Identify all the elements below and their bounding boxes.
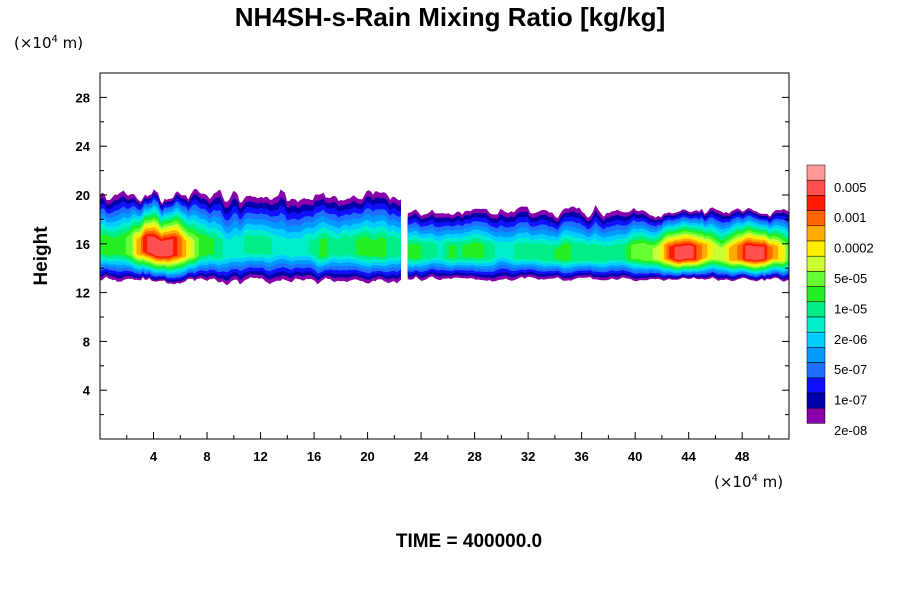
x-tick-label: 44	[681, 449, 696, 464]
x-tick-label: 40	[628, 449, 642, 464]
colorbar-legend: 0.005 0.001 0.0002 5e-05 1e-05 2e-06 5e-07 1e-0…	[806, 164, 874, 438]
contour-level-1	[745, 245, 765, 261]
colorbar-swatch	[806, 362, 826, 379]
contour-level-8	[462, 241, 484, 259]
colorbar-swatch	[806, 286, 826, 303]
contour-level-8	[407, 243, 422, 260]
colorbar-label: 2e-06	[834, 332, 867, 347]
contour-level-8	[554, 243, 572, 261]
cloud-band	[407, 205, 789, 282]
colorbar-swatch	[806, 255, 826, 272]
cloud-band	[100, 188, 401, 286]
y-tick-label: 12	[76, 286, 90, 301]
y-tick-label: 20	[76, 188, 90, 203]
colorbar-label: 1e-05	[834, 301, 867, 316]
y-axis: 4 8 12 16 20 24 28	[76, 72, 789, 416]
colorbar-label: 1e-07	[834, 393, 867, 408]
colorbar-swatch	[806, 271, 826, 287]
colorbar-label: 5e-05	[834, 271, 867, 286]
colorbar-swatch	[806, 392, 826, 409]
x-tick-label: 28	[467, 449, 481, 464]
colorbar-swatch	[806, 407, 826, 424]
colorbar-swatch	[806, 331, 826, 348]
colorbar-swatch	[806, 316, 826, 333]
colorbar-swatch	[806, 179, 826, 196]
contour-level-1	[674, 245, 694, 261]
x-tick-label: 16	[307, 449, 321, 464]
y-tick-label: 16	[76, 237, 90, 252]
contour-level-8	[355, 235, 386, 258]
contour-level-8	[319, 238, 328, 258]
colorbar-swatch	[806, 301, 826, 318]
colorbar-swatch	[806, 164, 826, 181]
y-tick-label: 28	[76, 90, 90, 105]
colorbar-swatch	[806, 377, 826, 394]
colorbar-swatch	[806, 210, 826, 227]
colorbar-swatch	[806, 195, 826, 211]
x-tick-label: 24	[414, 449, 429, 464]
y-axis-unit-label: (×104 m)	[14, 34, 84, 52]
contour-level-1	[147, 236, 174, 257]
page-title: NH4SH-s-Rain Mixing Ratio [kg/kg]	[234, 2, 666, 32]
x-tick-label: 48	[735, 449, 749, 464]
contour-level-8	[448, 245, 457, 259]
x-axis: 4 8 12 16 20 24 28 32 36 40 44 48	[126, 432, 770, 464]
plot-frame	[99, 72, 790, 440]
x-tick-label: 8	[203, 449, 210, 464]
y-tick-label: 8	[83, 334, 90, 349]
contour-level-9	[244, 234, 272, 255]
x-tick-label: 12	[253, 449, 267, 464]
time-label: TIME = 400000.0	[395, 531, 543, 552]
x-tick-label: 36	[574, 449, 588, 464]
y-tick-label: 4	[83, 383, 91, 398]
x-axis-unit-label: (×104 m)	[714, 473, 784, 491]
colorbar-label: 0.005	[834, 180, 867, 195]
plot-area	[99, 72, 790, 440]
colorbar-label: 5e-07	[834, 362, 867, 377]
colorbar-label: 2e-08	[834, 423, 867, 438]
x-tick-label: 4	[150, 449, 158, 464]
x-tick-label: 32	[521, 449, 535, 464]
y-tick-label: 24	[76, 139, 91, 154]
x-tick-label: 20	[360, 449, 374, 464]
colorbar-label: 0.0002	[834, 241, 874, 256]
colorbar-swatch	[806, 240, 826, 257]
colorbar-swatch	[806, 347, 826, 363]
colorbar-label: 0.001	[834, 210, 867, 225]
colorbar-swatch	[806, 225, 826, 242]
